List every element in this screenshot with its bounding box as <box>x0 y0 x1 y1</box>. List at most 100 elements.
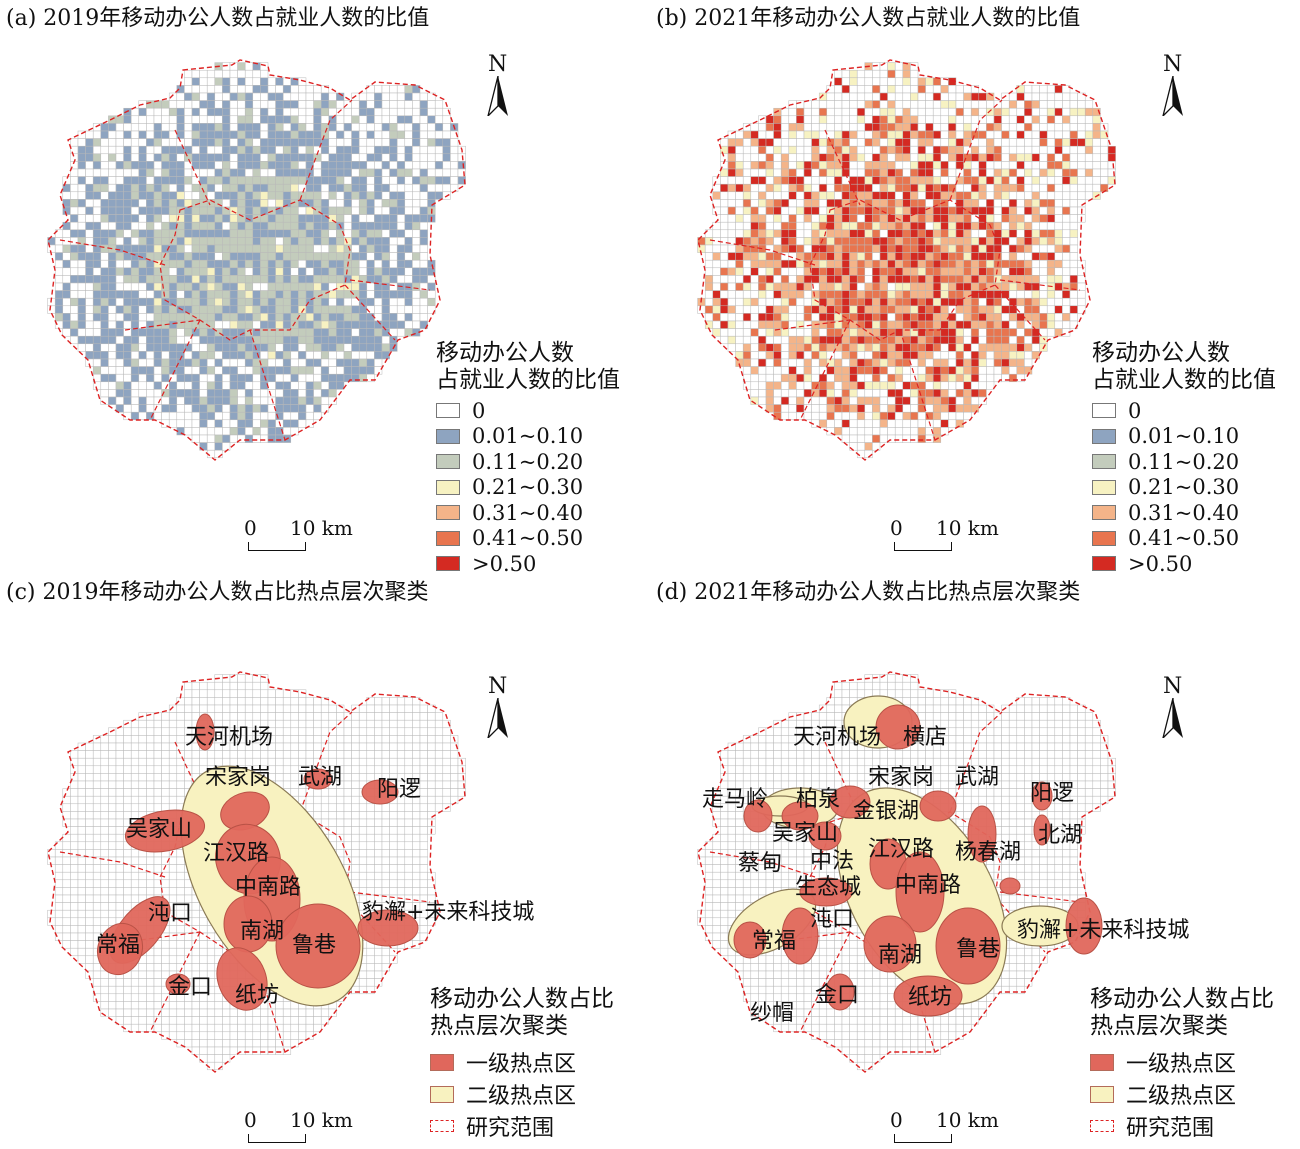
legend-label: >0.50 <box>1128 551 1193 574</box>
level1-hotspot <box>893 975 963 1017</box>
legend-label: 0.01~0.10 <box>472 424 584 449</box>
panel-a: (a) 2019年移动办公人数占就业人数的比值 N 0 10 km 移动办公人数… <box>0 0 650 574</box>
panel-title: (c) 2019年移动办公人数占比热点层次聚类 <box>6 580 429 605</box>
place-label: 生态城 <box>795 875 861 900</box>
legend-swatch <box>1092 556 1116 572</box>
place-label: 走马岭 <box>702 787 768 812</box>
legend-label: 研究范围 <box>466 1116 555 1141</box>
place-label: 吴家山 <box>126 817 192 842</box>
place-label: 纱帽 <box>750 1001 794 1026</box>
scale-bar: 0 10 km <box>244 516 374 556</box>
legend-title-line2: 热点层次聚类 <box>1090 1013 1228 1039</box>
north-label: N <box>1163 52 1183 77</box>
legend-item: 0 <box>436 398 620 424</box>
level1-hotspot <box>96 922 144 976</box>
legend-swatch <box>436 556 460 572</box>
north-label: N <box>488 674 508 699</box>
legend-swatch <box>436 479 460 495</box>
ratio-legend: 移动办公人数 占就业人数的比值 0 0.01~0.10 0.11~0.20 0.21~… <box>436 340 620 574</box>
legend-swatch <box>1090 1120 1114 1132</box>
scale-bar: 0 10 km <box>244 1108 374 1148</box>
legend-swatch <box>436 530 460 546</box>
scale-distance: 10 km <box>290 516 353 540</box>
legend-item: >0.50 <box>436 551 620 574</box>
place-label: 中南路 <box>895 873 961 898</box>
level1-hotspot <box>361 779 399 805</box>
legend-item: 一级热点区 <box>1090 1046 1274 1078</box>
north-arrow-icon: N <box>478 674 518 744</box>
level1-hotspot <box>808 821 842 851</box>
place-label: 中南路 <box>235 875 301 900</box>
legend-label: 一级热点区 <box>1126 1052 1237 1077</box>
legend-label: >0.50 <box>472 551 537 574</box>
legend-item: 0.11~0.20 <box>1092 449 1276 475</box>
panel-title: (a) 2019年移动办公人数占就业人数的比值 <box>6 6 430 31</box>
place-label: 吴家山 <box>772 821 838 846</box>
legend-label: 一级热点区 <box>466 1052 577 1077</box>
level1-hotspot <box>863 915 917 973</box>
legend-item: 0.41~0.50 <box>1092 526 1276 552</box>
legend-swatch <box>1092 479 1116 495</box>
level1-hotspot <box>165 973 191 995</box>
legend-item: 0.01~0.10 <box>436 424 620 450</box>
level1-hotspot <box>999 877 1021 895</box>
level1-hotspot <box>303 768 333 790</box>
legend-swatch <box>436 428 460 444</box>
legend-item: 0.21~0.30 <box>1092 475 1276 501</box>
hotspot-legend: 移动办公人数占比 热点层次聚类 一级热点区 二级热点区 研究范围 <box>430 986 614 1142</box>
scale-zero: 0 <box>244 1108 257 1132</box>
legend-swatch <box>430 1085 454 1103</box>
place-label: 天河机场 <box>793 725 881 750</box>
legend-swatch <box>1092 454 1116 470</box>
legend-title-line2: 占就业人数的比值 <box>1092 367 1276 393</box>
place-label: 鲁巷 <box>292 933 336 958</box>
level1-hotspot <box>733 921 767 959</box>
north-label: N <box>488 52 508 77</box>
place-label: 中法 <box>810 849 854 874</box>
legend-title-line1: 移动办公人数占比 <box>1090 986 1274 1012</box>
legend-item: 0.01~0.10 <box>1092 424 1276 450</box>
level1-hotspot <box>1065 897 1103 955</box>
place-label: 南湖 <box>878 943 922 968</box>
north-arrow-icon: N <box>1153 52 1193 122</box>
legend-label: 0 <box>472 398 486 423</box>
level1-hotspot <box>781 907 819 965</box>
legend-swatch <box>1092 428 1116 444</box>
legend-item: 0.11~0.20 <box>436 449 620 475</box>
north-arrow-icon: N <box>1153 674 1193 744</box>
north-arrow-icon: N <box>478 52 518 122</box>
scale-zero: 0 <box>890 516 903 540</box>
north-label: N <box>1163 674 1183 699</box>
place-label: 阳逻 <box>377 777 421 802</box>
legend-swatch <box>436 403 460 419</box>
legend-label: 二级热点区 <box>1126 1084 1237 1109</box>
legend-label: 0.21~0.30 <box>1128 475 1240 500</box>
legend-title-line1: 移动办公人数 <box>436 340 574 366</box>
legend-label: 0.31~0.40 <box>472 500 584 525</box>
legend-label: 0.11~0.20 <box>1128 449 1240 474</box>
level1-hotspot <box>195 713 215 751</box>
place-label: 横店 <box>903 725 947 750</box>
place-label: 豹澥+未来科技城 <box>1017 918 1189 943</box>
ratio-legend: 移动办公人数 占就业人数的比值 0 0.01~0.10 0.11~0.20 0.21~… <box>1092 340 1276 574</box>
place-label: 宋家岗 <box>868 765 934 790</box>
level1-hotspot <box>781 801 819 831</box>
legend-swatch <box>1092 403 1116 419</box>
legend-item: 0.31~0.40 <box>436 500 620 526</box>
legend-swatch <box>430 1120 454 1132</box>
place-label: 沌口 <box>148 901 192 926</box>
panel-title: (b) 2021年移动办公人数占就业人数的比值 <box>656 6 1081 31</box>
legend-label: 0.01~0.10 <box>1128 424 1240 449</box>
legend-label: 0.11~0.20 <box>472 449 584 474</box>
ratio-grid-map-2019 <box>47 59 466 461</box>
scale-distance: 10 km <box>290 1108 353 1132</box>
place-label: 北湖 <box>1038 823 1082 848</box>
place-label: 沌口 <box>810 907 854 932</box>
place-label: 江汉路 <box>203 841 269 866</box>
place-label: 蔡甸 <box>738 851 782 876</box>
level1-hotspot <box>875 704 921 750</box>
place-label: 鲁巷 <box>956 937 1000 962</box>
panel-b: (b) 2021年移动办公人数占就业人数的比值 N 0 10 km 移动办公人数… <box>650 0 1300 574</box>
legend-swatch <box>1092 530 1116 546</box>
